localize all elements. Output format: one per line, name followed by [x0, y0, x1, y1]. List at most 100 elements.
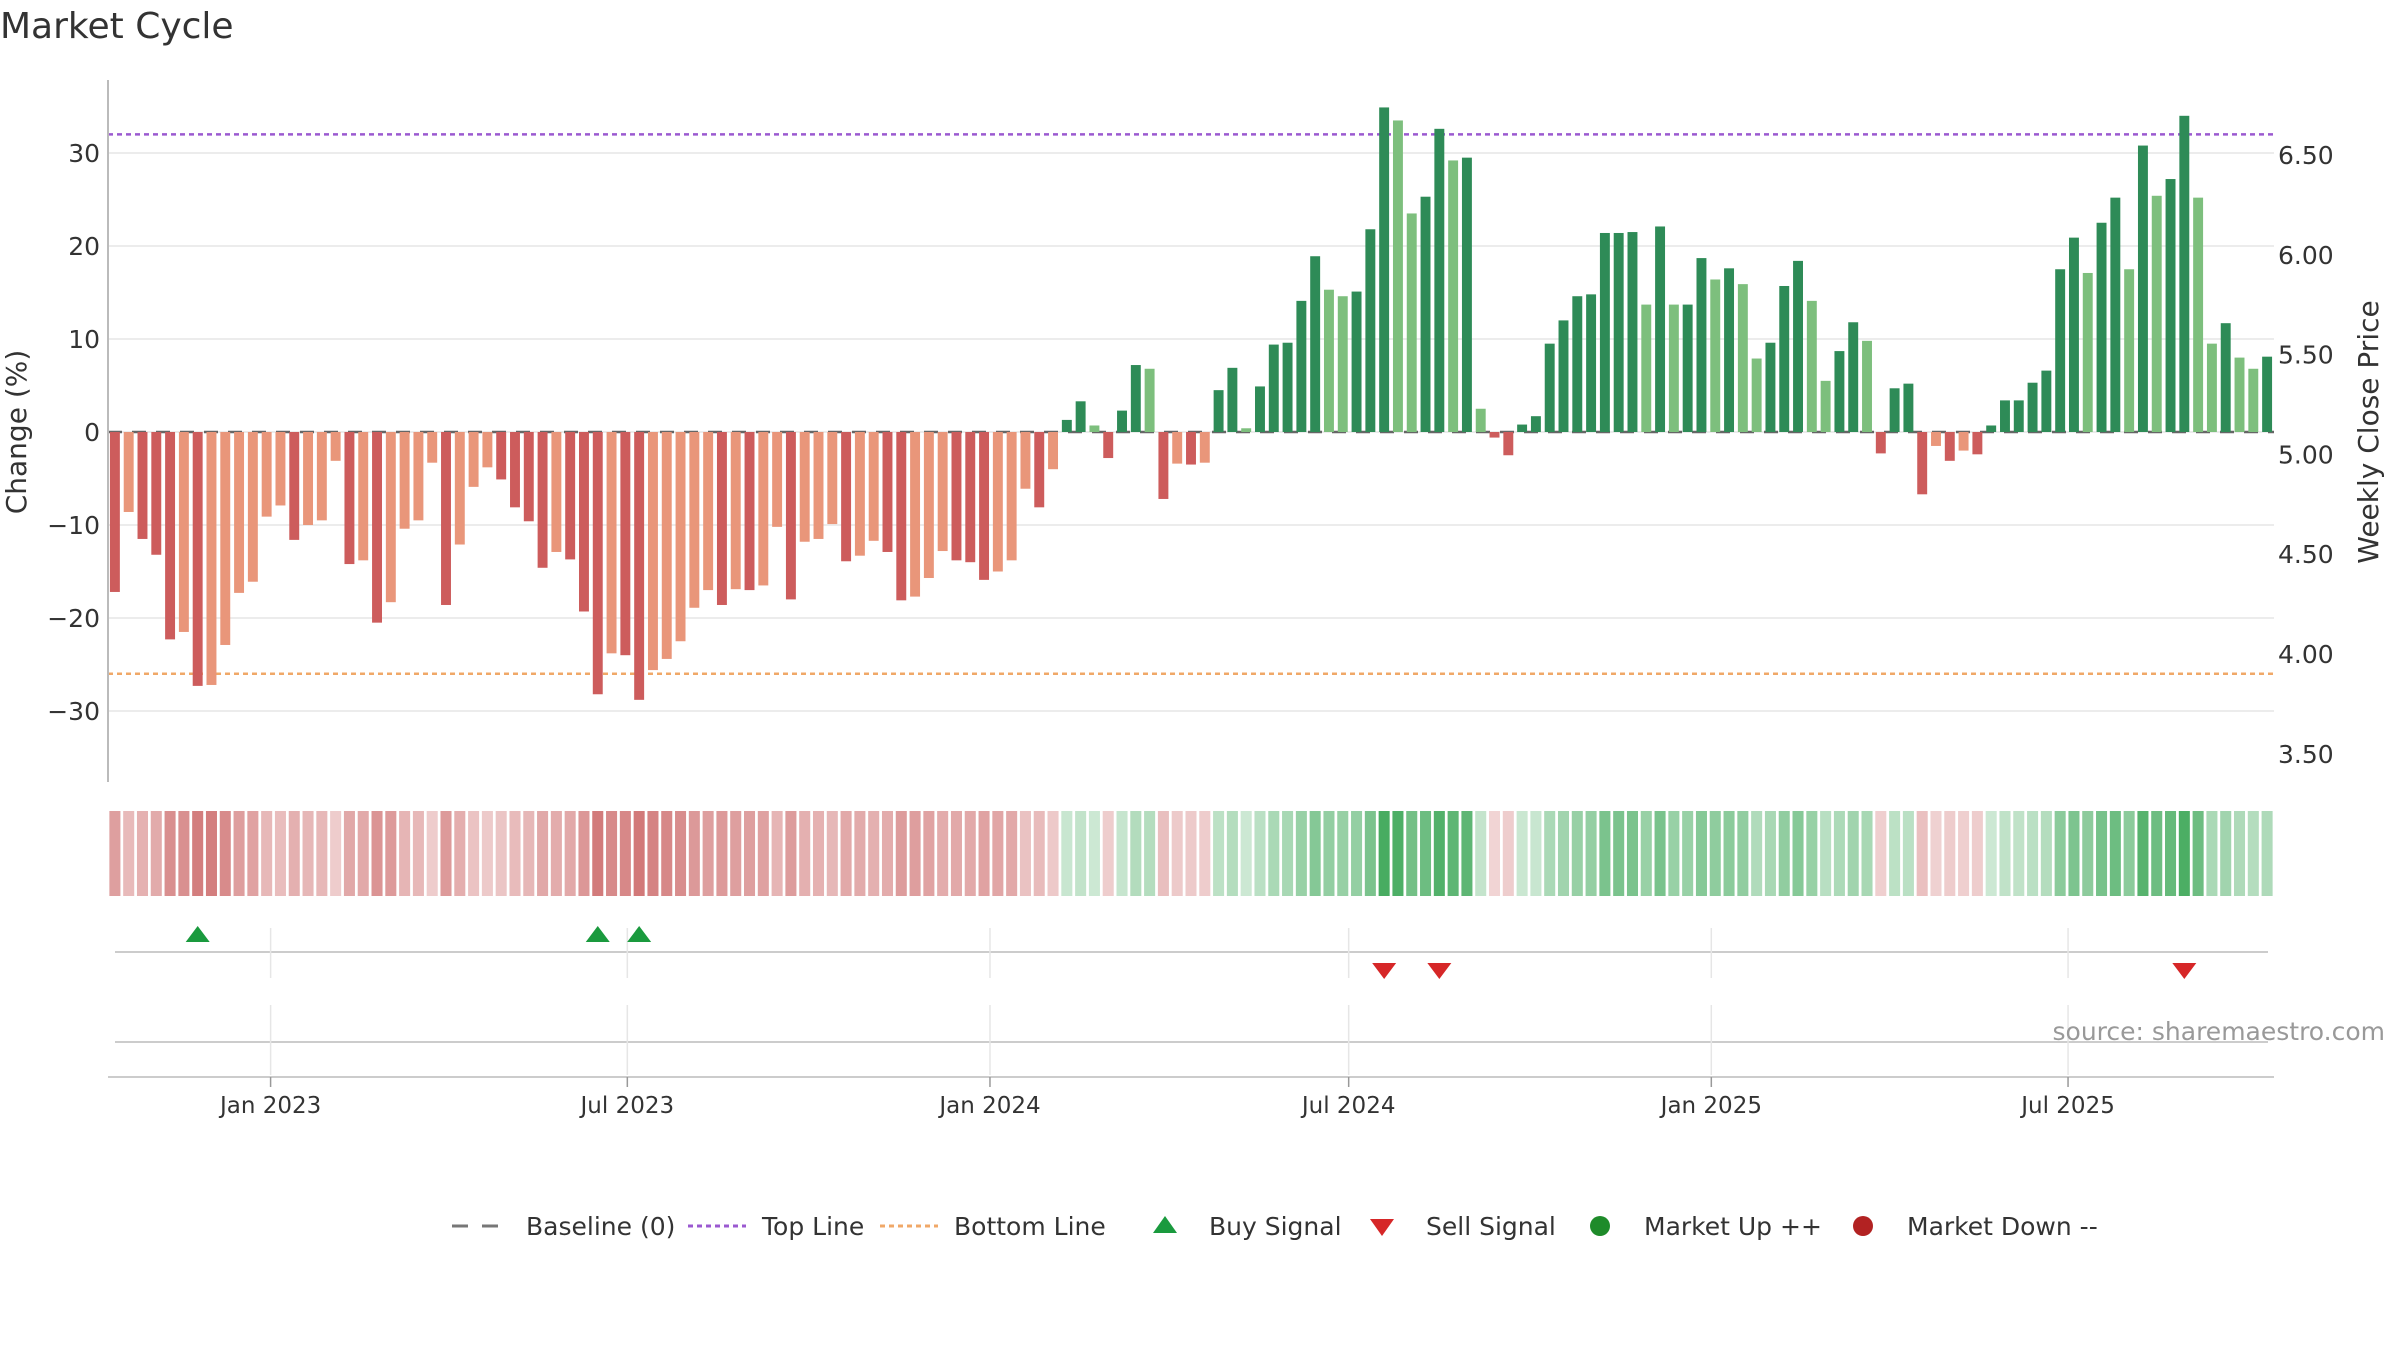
bar — [1434, 128, 1445, 432]
heat-cell — [1902, 811, 1914, 896]
bar — [1199, 432, 1210, 463]
bar — [1682, 304, 1693, 432]
heat-cell — [1351, 811, 1363, 896]
bar — [1696, 258, 1707, 432]
heat-cell — [1213, 811, 1225, 896]
x-axis: Jan 2023 Jul 2023 Jan 2024 Jul 2024 Jan 2025… — [108, 1076, 2274, 1119]
heat-cell — [757, 811, 769, 896]
bar — [882, 432, 893, 552]
heat-cell — [1033, 811, 1045, 896]
heat-cell — [1171, 811, 1183, 896]
heat-cell — [730, 811, 742, 896]
heat-cell — [150, 811, 162, 896]
heat-cell — [923, 811, 935, 896]
heat-cell — [468, 811, 480, 896]
bar — [247, 432, 258, 582]
bar — [1806, 300, 1817, 432]
bar — [2165, 179, 2176, 432]
bar — [2151, 195, 2162, 432]
legend-item: Market Up ++ — [1590, 1212, 1822, 1241]
heat-cell — [1282, 811, 1294, 896]
heat-cell — [136, 811, 149, 896]
heat-cell — [205, 811, 217, 896]
bar — [1034, 432, 1045, 508]
bar — [2055, 269, 2066, 432]
bar — [1986, 425, 1997, 432]
bar — [1075, 401, 1086, 432]
sell-signal-marker — [2172, 963, 2197, 979]
legend-swatch — [1853, 1216, 1873, 1236]
bar — [1089, 425, 1100, 432]
bar — [2027, 382, 2038, 432]
heat-cell — [1006, 811, 1018, 896]
heat-cell — [2151, 811, 2163, 896]
bar — [1599, 232, 1610, 432]
bar — [979, 432, 990, 580]
bar — [551, 432, 562, 552]
heat-cell — [675, 811, 687, 896]
legend-item: Baseline (0) — [452, 1212, 675, 1241]
heat-cell — [1116, 811, 1128, 896]
heat-cell — [1061, 811, 1073, 896]
y-tick-label-right: 5.50 — [2278, 341, 2334, 370]
bar — [123, 432, 134, 512]
heat-cell — [109, 811, 121, 896]
bar — [896, 432, 907, 601]
heat-cell — [274, 811, 286, 896]
bar — [785, 432, 796, 600]
heat-cell — [2192, 811, 2204, 896]
heat-cell — [2068, 811, 2080, 896]
heat-cell — [1420, 811, 1432, 896]
bar — [634, 432, 645, 700]
heat-cell — [606, 811, 618, 896]
heat-cell — [1240, 811, 1252, 896]
x-tick-label: Jan 2024 — [937, 1093, 1040, 1119]
y-tick-label-right: 3.50 — [2278, 740, 2334, 769]
bar — [1048, 432, 1059, 470]
bar — [730, 432, 741, 590]
heat-cell — [1654, 811, 1666, 896]
bar — [620, 432, 631, 656]
bar — [261, 432, 272, 517]
bar — [1751, 358, 1762, 432]
bar — [289, 432, 300, 540]
bar — [178, 432, 189, 632]
bar — [579, 432, 589, 612]
heat-cell — [950, 811, 962, 896]
heat-cell — [2027, 811, 2039, 896]
bar — [1365, 229, 1376, 432]
heat-cell — [1130, 811, 1142, 896]
bar — [1117, 410, 1127, 432]
heat-cell — [1447, 811, 1459, 896]
heat-cell — [1682, 811, 1694, 896]
bar — [1972, 432, 1983, 455]
heat-cell — [1820, 811, 1832, 896]
heat-cell — [123, 811, 135, 896]
heat-cell — [1185, 811, 1197, 896]
heat-cell — [1985, 811, 1997, 896]
heat-cell — [385, 811, 397, 896]
heat-cell — [702, 811, 714, 896]
bar — [275, 432, 286, 506]
legend-label: Market Down -- — [1907, 1212, 2098, 1241]
heat-cell — [1157, 811, 1169, 896]
heat-cell — [1047, 811, 1059, 896]
bar — [220, 432, 231, 645]
bar — [1586, 294, 1597, 432]
sell-signal-marker — [1427, 963, 1452, 979]
heat-cell — [357, 811, 369, 896]
heat-cell — [2096, 811, 2108, 896]
heat-cell — [2206, 811, 2218, 896]
heat-cell — [219, 811, 231, 896]
heat-cell — [399, 811, 411, 896]
heat-cell — [1254, 811, 1266, 896]
bar — [1503, 432, 1514, 456]
bar — [441, 432, 451, 605]
bar — [1420, 196, 1431, 432]
bar — [2000, 400, 2010, 432]
y-tick-label-left: 0 — [84, 418, 100, 447]
heat-cell — [771, 811, 783, 896]
bar — [165, 432, 176, 640]
y-tick-label-left: 30 — [68, 139, 100, 168]
